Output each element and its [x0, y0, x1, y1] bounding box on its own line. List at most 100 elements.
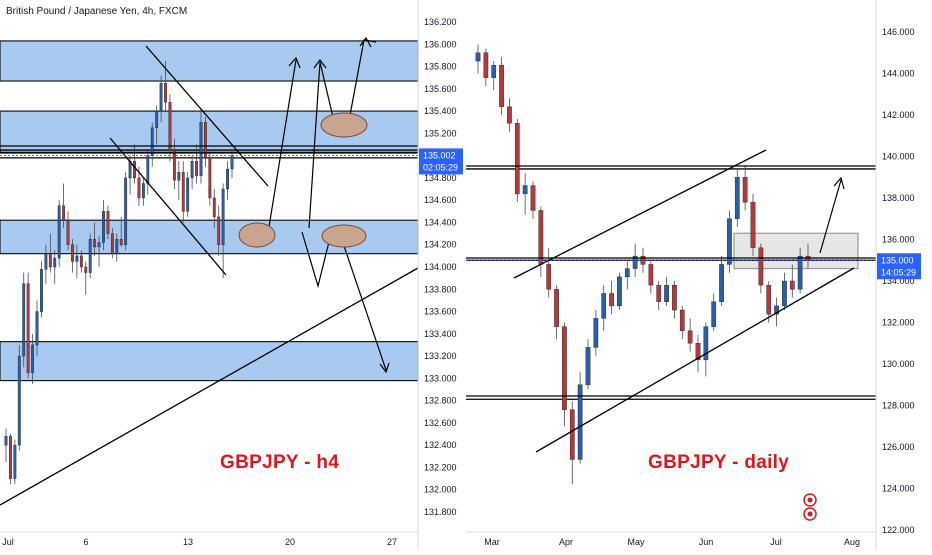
- y-tick-label: 133.800: [424, 284, 457, 294]
- candle-body: [119, 238, 123, 245]
- candle-body: [530, 185, 536, 211]
- projection-arrow: [819, 176, 845, 254]
- y-tick-label: 135.200: [424, 128, 457, 138]
- candle-body: [26, 283, 30, 373]
- y-tick-label: 126.000: [882, 442, 915, 452]
- candle-body: [562, 326, 567, 410]
- candle-body: [789, 280, 795, 290]
- y-tick-label: 144.000: [882, 69, 915, 79]
- candle-body: [137, 177, 141, 199]
- candle-body: [79, 255, 83, 268]
- candle-body: [499, 64, 504, 107]
- projection-arrow: [301, 231, 331, 289]
- projection-arrow: [308, 59, 337, 229]
- daily-chart-panel[interactable]: 146.000 144.000 142.000 140.000 138.000 136.0…: [466, 0, 932, 550]
- candle-body: [617, 276, 622, 307]
- candle-body: [217, 216, 221, 245]
- x-tick-label: 27: [387, 537, 397, 547]
- supply-demand-zone: [0, 40, 419, 82]
- candle-body: [632, 255, 638, 269]
- trendline: [109, 137, 227, 276]
- x-tick-label: Aug: [844, 537, 860, 547]
- bar-countdown-label: 02:05:29: [423, 162, 458, 172]
- y-tick-label: 136.000: [882, 235, 915, 245]
- candle-body: [106, 211, 110, 234]
- candle-body: [727, 218, 732, 265]
- candle-body: [679, 309, 685, 331]
- candle-body: [172, 149, 176, 181]
- bar-countdown-label: 14:05:29: [881, 267, 916, 277]
- candle-body: [609, 293, 614, 307]
- candle-body: [230, 155, 234, 170]
- candle-body: [766, 284, 772, 315]
- candle-body: [212, 197, 216, 218]
- tradingview-logo: [802, 492, 824, 524]
- candle-body: [4, 436, 8, 446]
- candle-body: [141, 183, 145, 199]
- candle-body: [124, 177, 128, 245]
- trendline: [0, 267, 419, 506]
- h4-chart-title: GBPJPY - h4: [220, 452, 340, 473]
- candle-body: [585, 347, 591, 385]
- candle-body: [475, 52, 481, 62]
- candle-body: [514, 123, 520, 195]
- trendline: [513, 149, 767, 279]
- candle-body: [569, 409, 575, 460]
- candle-body: [577, 384, 583, 460]
- candle-body: [17, 355, 21, 446]
- candle-body: [150, 127, 154, 156]
- candle-body: [672, 284, 677, 311]
- candle-body: [190, 161, 194, 179]
- reaction-ellipse: [238, 222, 276, 248]
- candle-body: [199, 122, 203, 176]
- candle-body: [195, 161, 198, 176]
- y-tick-label: 124.000: [882, 484, 915, 494]
- candle-body: [155, 110, 159, 128]
- candle-body: [133, 161, 136, 179]
- candle-body: [62, 205, 66, 221]
- candle-body: [593, 318, 599, 348]
- candle-body: [664, 284, 669, 302]
- candle-body: [71, 244, 74, 262]
- y-tick-label: 128.000: [882, 401, 915, 411]
- current-price-label: 135.000: [881, 255, 914, 265]
- candle-body: [102, 211, 105, 243]
- candle-body: [146, 155, 150, 184]
- x-tick-label: Jul: [770, 537, 782, 547]
- candle-body: [703, 326, 709, 361]
- projection-arrow: [341, 239, 390, 374]
- candle-body: [22, 283, 26, 357]
- x-tick-label: May: [627, 537, 645, 547]
- candle-body: [711, 301, 717, 327]
- y-tick-label: 131.800: [424, 507, 457, 517]
- candle-body: [75, 255, 79, 262]
- candle-body: [31, 344, 35, 373]
- candle-body: [648, 264, 654, 286]
- candle-body: [177, 172, 181, 181]
- candle-body: [507, 106, 512, 124]
- candle-body: [40, 269, 43, 312]
- y-tick-label: 133.000: [424, 373, 457, 383]
- candle-body: [48, 253, 52, 268]
- y-tick-label: 134.000: [882, 276, 915, 286]
- y-tick-label: 122.000: [882, 525, 915, 535]
- y-tick-label: 134.600: [424, 195, 457, 205]
- y-tick-label: 132.000: [882, 318, 915, 328]
- candle-body: [84, 266, 88, 273]
- projection-arrow: [267, 56, 301, 234]
- candle-body: [797, 255, 803, 290]
- h4-chart-panel[interactable]: 136.200 136.000 135.800 135.600 135.400 135.2…: [0, 0, 466, 550]
- daily-chart-svg[interactable]: 146.000 144.000 142.000 140.000 138.000 136.0…: [466, 0, 932, 550]
- candle-body: [35, 311, 39, 346]
- y-tick-label: 132.000: [424, 485, 457, 495]
- y-tick-label: 135.800: [424, 62, 457, 72]
- candle-body: [750, 201, 756, 248]
- x-tick-label: Jul: [2, 537, 14, 547]
- candle-body: [226, 168, 229, 190]
- y-tick-label: 133.400: [424, 329, 457, 339]
- candle-body: [159, 83, 163, 112]
- y-tick-label: 136.200: [424, 17, 457, 27]
- candle-body: [522, 185, 528, 195]
- h4-chart-svg[interactable]: 136.200 136.000 135.800 135.600 135.400 135.2…: [0, 0, 466, 550]
- y-tick-label: 132.200: [424, 462, 457, 472]
